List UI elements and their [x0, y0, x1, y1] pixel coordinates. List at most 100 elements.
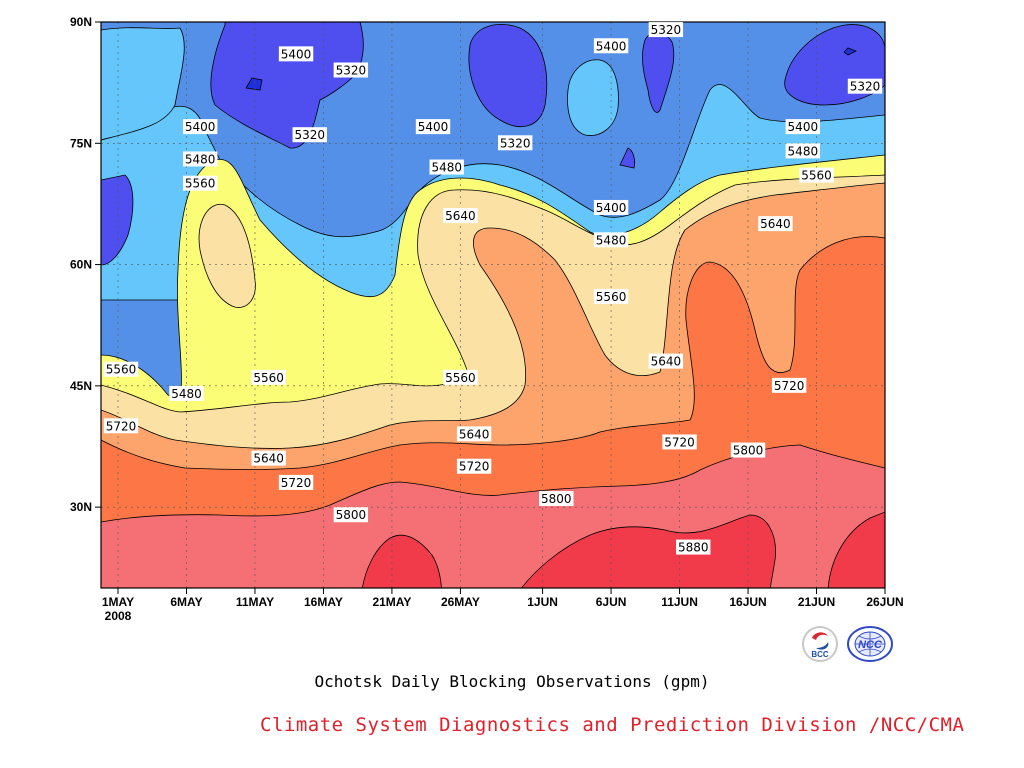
plot-frame	[100, 21, 886, 589]
contour-label: 5800	[733, 444, 764, 458]
y-tick-label: 90N	[70, 15, 92, 29]
contour-label: 5400	[596, 201, 627, 215]
contour-label: 5720	[459, 460, 490, 474]
contour-label-bg	[593, 232, 629, 248]
contour-label: 5720	[106, 419, 137, 433]
contour-label-bg	[648, 22, 684, 38]
x-tick-label: 6JUN	[596, 595, 627, 609]
contour-label: 5480	[788, 144, 819, 158]
contour-label-bg	[593, 288, 629, 304]
x-tick-label: 11MAY	[236, 595, 274, 609]
contour-label: 5640	[445, 209, 476, 223]
x-tick-label: 26MAY	[441, 595, 480, 609]
contour-label-bg	[182, 151, 218, 167]
x-tick-label: 21MAY	[372, 595, 411, 609]
contour-label-bg	[103, 418, 139, 434]
svg-text:BCC: BCC	[811, 650, 829, 659]
x-tick-label: 1JUN	[527, 595, 558, 609]
band-5880-c	[827, 511, 885, 588]
contour-label: 5640	[459, 427, 490, 441]
y-tick-label: 60N	[70, 258, 92, 272]
contour-label: 5320	[651, 23, 682, 37]
contour-label-bg	[443, 208, 478, 224]
contour-label-bg	[103, 361, 139, 377]
contour-label: 5400	[281, 47, 312, 61]
band-5320-b	[468, 24, 548, 127]
contour-label: 5400	[788, 120, 819, 134]
contour-label: 5720	[774, 379, 805, 393]
svg-text:NCC: NCC	[858, 639, 883, 651]
y-tick-label: 30N	[70, 500, 92, 514]
contour-label-bg	[497, 135, 533, 151]
contour-label-bg	[456, 426, 492, 442]
contour-label: 5320	[336, 64, 367, 78]
x-tick-label: 11JUN	[661, 595, 698, 609]
contour-label-bg	[758, 216, 793, 232]
contour-label-bg	[648, 353, 684, 369]
contour-label-bg	[730, 442, 766, 458]
contour-label-bg	[785, 143, 821, 159]
contour-label-bg	[785, 119, 821, 135]
contour-label-bg	[799, 167, 834, 183]
x-tick-label: 16JUN	[729, 595, 766, 609]
band-5400-island	[567, 59, 619, 136]
x-tick-label: 16MAY	[304, 595, 343, 609]
contour-label: 5560	[801, 169, 832, 183]
band-below-5320-b	[843, 47, 857, 56]
contour-label-bg	[593, 38, 629, 54]
contour-label: 5640	[253, 452, 284, 466]
bcc-logo-icon: BCC	[800, 624, 844, 664]
contour-label-bg	[278, 474, 314, 490]
x-tick-label: 6MAY	[170, 595, 202, 609]
band-below-5320-a	[245, 77, 263, 91]
contour-label-bg	[847, 78, 883, 94]
band-5320-e	[101, 174, 134, 266]
contour-label: 5720	[664, 435, 695, 449]
y-tick-label: 45N	[70, 379, 92, 393]
contour-label: 5400	[596, 39, 627, 53]
contour-label: 5800	[336, 508, 367, 522]
contour-label: 5320	[500, 136, 531, 150]
contour-label-bg	[182, 119, 218, 135]
contour-label: 5560	[106, 363, 137, 377]
band-5880-a	[361, 534, 442, 588]
contour-label-bg	[251, 369, 286, 385]
x-tick-label: 21JUN	[798, 595, 835, 609]
contour-label: 5480	[171, 387, 202, 401]
contour-label: 5800	[541, 492, 572, 506]
contour-label-bg	[429, 159, 464, 175]
chart-title: Ochotsk Daily Blocking Observations (gpm…	[314, 672, 710, 691]
contour-label: 5560	[445, 371, 476, 385]
contour-label: 5400	[185, 120, 216, 134]
contour-label-bg	[182, 175, 218, 191]
contour-label-bg	[771, 377, 807, 393]
contour-label: 5640	[651, 355, 682, 369]
credit-line: Climate System Diagnostics and Predictio…	[260, 714, 965, 736]
contour-label: 5560	[253, 371, 284, 385]
contour-label-bg	[676, 539, 711, 555]
band-5320-f	[619, 147, 636, 169]
contour-label-bg	[443, 369, 478, 385]
x-tick-label: 1MAY	[102, 595, 134, 609]
axis-layer: 1MAY 6MAY 11MAY 16MAY 21MAY 26MAY 1JUN 6JUN 11JU…	[70, 15, 904, 623]
band-5640-island	[198, 203, 256, 308]
y-tick-label: 75N	[70, 136, 92, 150]
contour-label: 5320	[850, 80, 881, 94]
contour-label-bg	[662, 434, 697, 450]
contour-label-bg	[292, 127, 327, 143]
contour-label-bg	[593, 199, 629, 215]
contour-label-bg	[278, 46, 314, 62]
band-5880-b	[521, 514, 776, 588]
x-tick-label: 26JUN	[866, 595, 903, 609]
x-year-label: 2008	[105, 609, 132, 623]
contour-label-bg	[333, 507, 369, 523]
contour-label: 5480	[431, 161, 462, 175]
contour-label-bg	[169, 385, 204, 401]
contour-label-bg	[251, 450, 286, 466]
contour-label: 5560	[185, 177, 216, 191]
contour-label-bg	[539, 491, 574, 507]
contour-label: 5480	[596, 233, 627, 247]
contour-label: 5880	[678, 541, 709, 555]
contour-label: 5480	[185, 152, 216, 166]
